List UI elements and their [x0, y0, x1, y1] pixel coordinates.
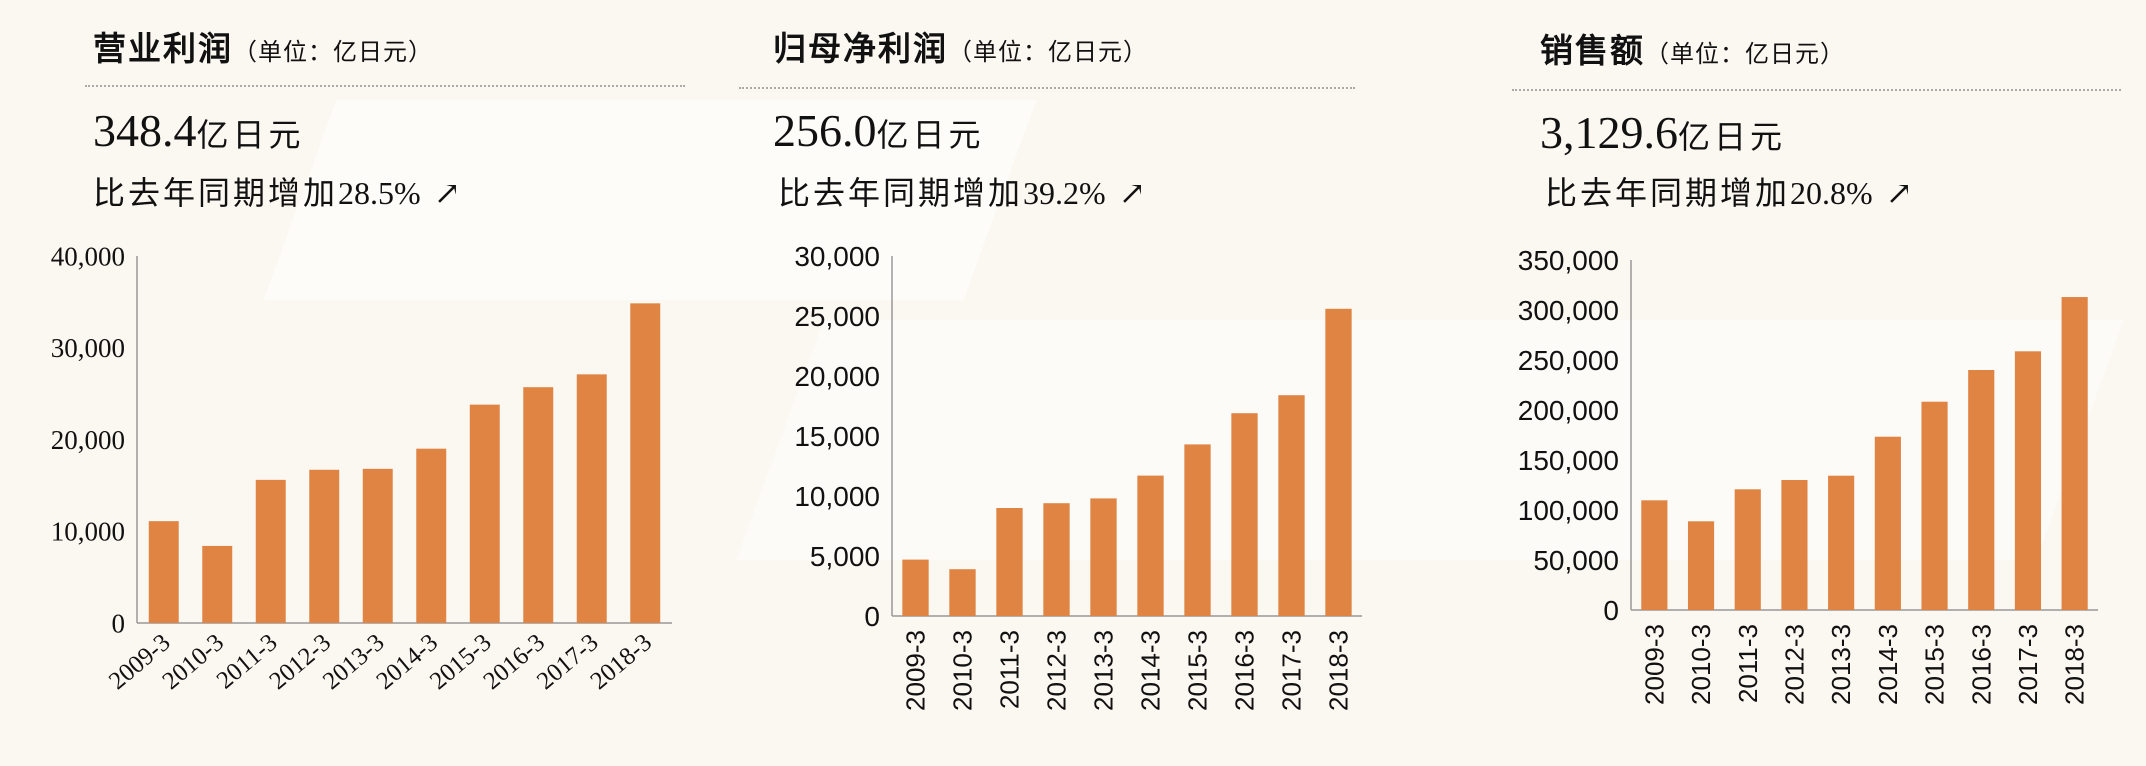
bar-2009-3	[148, 521, 179, 623]
bar-2017-3	[1278, 395, 1305, 616]
y-tick-label: 150,000	[1518, 445, 1619, 476]
x-tick-label: 2013-3	[1089, 630, 1119, 711]
y-tick-label: 30,000	[794, 241, 880, 272]
bar-2017-3	[2014, 351, 2042, 610]
x-tick-label: 2016-3	[1966, 624, 1996, 705]
y-tick-label: 0	[1603, 595, 1619, 626]
bar-2010-3	[1687, 521, 1715, 610]
y-tick-label: 25,000	[794, 301, 880, 332]
bar-2010-3	[949, 569, 976, 616]
y-tick-label: 0	[864, 601, 880, 632]
x-tick-label: 2015-3	[1183, 630, 1213, 711]
bar-2015-3	[1921, 401, 1948, 610]
x-tick-label: 2015-3	[1920, 624, 1950, 705]
x-tick-label: 2010-3	[1686, 624, 1716, 705]
y-tick-label: 30,000	[51, 333, 125, 363]
bar-2012-3	[1043, 503, 1070, 616]
bar-2013-3	[362, 468, 393, 623]
y-tick-label: 10,000	[794, 481, 880, 512]
bar-2018-3	[2061, 297, 2088, 610]
y-tick-label: 350,000	[1518, 245, 1619, 276]
x-tick-label: 2016-3	[1230, 630, 1260, 711]
bar-2017-3	[576, 374, 607, 623]
x-tick-label: 2017-3	[1277, 630, 1307, 711]
x-tick-label: 2017-3	[532, 629, 604, 695]
x-tick-label: 2015-3	[425, 629, 497, 695]
growth-text: 比去年同期增加39.2% ↗	[778, 174, 1149, 212]
x-tick-label: 2012-3	[264, 629, 336, 695]
x-tick-label: 2010-3	[948, 630, 978, 711]
y-tick-label: 5,000	[810, 541, 880, 572]
divider	[1512, 89, 2121, 91]
growth-text: 比去年同期增加28.5% ↗	[93, 174, 464, 212]
panel-title: 归母净利润（单位：亿日元）	[773, 29, 1148, 68]
arrow-up-right-icon: ↗	[1118, 174, 1149, 212]
x-tick-label: 2012-3	[1779, 624, 1809, 705]
headline-value: 348.4亿日元	[93, 105, 305, 156]
bar-2018-3	[630, 303, 661, 623]
headline-value: 256.0亿日元	[773, 105, 985, 156]
x-tick-label: 2010-3	[157, 629, 229, 695]
arrow-up-right-icon: ↗	[433, 174, 464, 212]
divider	[85, 85, 685, 87]
bar-2013-3	[1828, 475, 1855, 610]
bar-2009-3	[902, 559, 929, 616]
unit-label: （单位：亿日元）	[948, 38, 1148, 66]
panel-title: 营业利润（单位：亿日元）	[93, 29, 433, 68]
x-tick-label: 2014-3	[1136, 630, 1166, 711]
bar-2014-3	[416, 448, 447, 623]
bar-2012-3	[1781, 480, 1808, 610]
bar-2012-3	[309, 469, 340, 623]
x-tick-label: 2013-3	[1826, 624, 1856, 705]
x-tick-label: 2014-3	[1873, 624, 1903, 705]
x-tick-label: 2009-3	[1639, 624, 1669, 705]
y-tick-label: 100,000	[1518, 495, 1619, 526]
bar-2016-3	[1231, 413, 1258, 616]
x-tick-label: 2009-3	[104, 629, 176, 695]
y-tick-label: 0	[112, 608, 126, 638]
y-tick-label: 15,000	[794, 421, 880, 452]
y-tick-label: 20,000	[51, 425, 125, 455]
x-tick-label: 2011-3	[995, 630, 1025, 709]
y-tick-label: 20,000	[794, 361, 880, 392]
growth-text: 比去年同期增加20.8% ↗	[1545, 174, 1916, 212]
x-tick-label: 2017-3	[2013, 624, 2043, 705]
bar-2009-3	[1641, 500, 1668, 610]
x-tick-label: 2011-3	[1733, 624, 1763, 703]
bar-2015-3	[1184, 444, 1211, 616]
x-tick-label: 2009-3	[901, 630, 931, 711]
x-tick-label: 2012-3	[1042, 630, 1072, 711]
unit-label: （单位：亿日元）	[1645, 40, 1845, 68]
bar-2016-3	[523, 387, 554, 623]
x-tick-label: 2018-3	[2060, 624, 2090, 705]
y-tick-label: 10,000	[51, 517, 125, 547]
headline-value: 3,129.6亿日元	[1540, 107, 1787, 158]
bar-2011-3	[255, 479, 286, 623]
bar-2011-3	[996, 508, 1023, 616]
y-tick-label: 50,000	[1533, 545, 1619, 576]
y-tick-label: 40,000	[51, 241, 125, 271]
bar-2015-3	[469, 404, 500, 623]
y-tick-label: 300,000	[1518, 295, 1619, 326]
bar-2014-3	[1874, 436, 1901, 610]
bar-2010-3	[202, 545, 233, 623]
bar-2016-3	[1968, 370, 1995, 610]
bar-2014-3	[1137, 475, 1164, 616]
bar-2011-3	[1734, 489, 1761, 610]
arrow-up-right-icon: ↗	[1885, 174, 1916, 212]
unit-label: （单位：亿日元）	[233, 38, 433, 66]
x-tick-label: 2014-3	[371, 629, 443, 695]
bar-2018-3	[1325, 308, 1352, 616]
y-tick-label: 250,000	[1518, 345, 1619, 376]
bar-2013-3	[1090, 498, 1117, 616]
x-tick-label: 2016-3	[478, 629, 550, 695]
divider	[739, 87, 1355, 89]
x-tick-label: 2018-3	[585, 629, 657, 695]
y-tick-label: 200,000	[1518, 395, 1619, 426]
panel-title: 销售额（单位：亿日元）	[1540, 31, 1845, 70]
x-tick-label: 2018-3	[1324, 630, 1354, 711]
x-tick-label: 2013-3	[318, 629, 390, 695]
